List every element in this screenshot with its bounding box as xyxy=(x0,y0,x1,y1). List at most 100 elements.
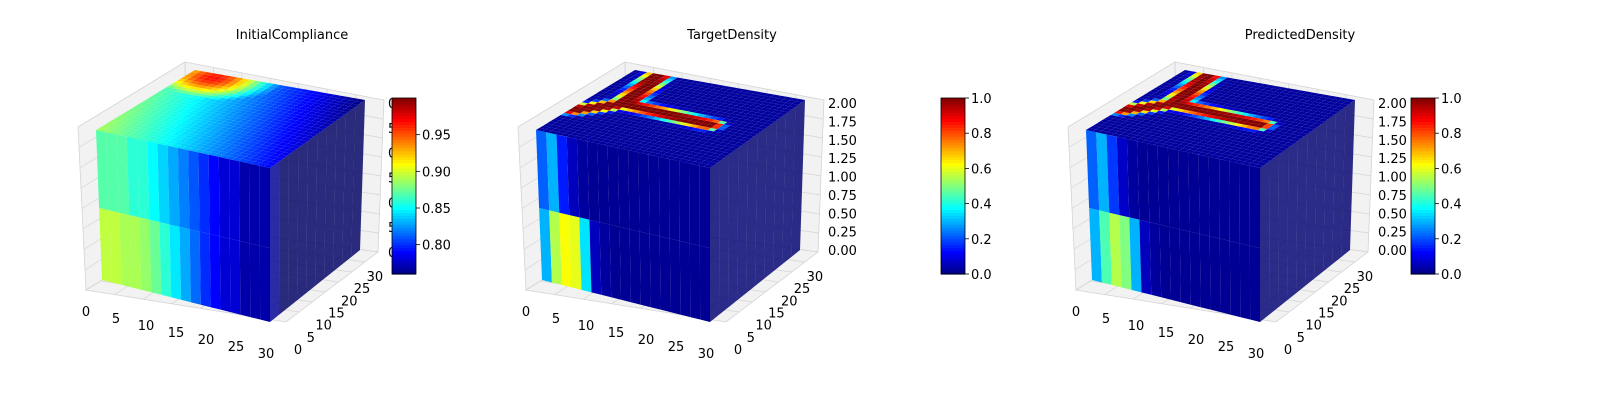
voxel-top xyxy=(229,132,239,136)
voxel-top xyxy=(1142,113,1153,117)
voxel-top xyxy=(287,119,297,124)
voxel-top xyxy=(1147,126,1157,130)
voxel-front-lower xyxy=(1129,217,1142,293)
voxel-top xyxy=(680,98,690,103)
voxel-top xyxy=(780,99,790,103)
voxel-top xyxy=(687,88,698,92)
voxel-top xyxy=(207,152,218,156)
voxel-top xyxy=(1244,89,1254,93)
voxel-top xyxy=(1251,126,1262,131)
voxel-top xyxy=(195,101,206,106)
colorbar-tick-label: 0.8 xyxy=(971,127,992,142)
x-tick-label: 25 xyxy=(1218,340,1235,355)
voxel-top xyxy=(163,101,174,105)
voxel-top xyxy=(1159,108,1169,112)
voxel-top xyxy=(611,117,621,121)
voxel-top xyxy=(613,120,624,125)
voxel-top xyxy=(1207,103,1217,107)
voxel-top xyxy=(179,122,190,126)
voxel-top xyxy=(212,137,223,142)
colorbar-segment xyxy=(941,200,965,205)
voxel-front-upper xyxy=(1219,159,1230,241)
voxel-top xyxy=(215,74,226,78)
voxel-top xyxy=(238,110,248,114)
voxel-top xyxy=(258,156,268,161)
voxel-top xyxy=(227,144,238,148)
voxel-top xyxy=(642,144,652,149)
voxel-top xyxy=(183,140,194,145)
voxel-top xyxy=(665,93,675,97)
voxel-top xyxy=(718,94,728,98)
voxel-top xyxy=(693,116,703,120)
voxel-top xyxy=(724,143,735,148)
colorbar-segment xyxy=(392,206,416,211)
voxel-top xyxy=(1189,94,1200,98)
voxel-top xyxy=(627,72,638,76)
voxel-top xyxy=(1251,160,1261,165)
voxel-top xyxy=(235,106,246,111)
voxel-top xyxy=(548,130,559,135)
voxel-front-lower xyxy=(159,222,172,298)
colorbar-segment xyxy=(1411,180,1435,184)
voxel-top xyxy=(182,105,192,109)
voxel-top xyxy=(580,111,590,115)
voxel-top xyxy=(273,107,283,112)
voxel-top xyxy=(1124,109,1134,114)
voxel-top xyxy=(219,112,229,116)
voxel-top xyxy=(587,127,597,131)
voxel-top xyxy=(164,142,174,147)
voxel-front-lower xyxy=(1099,210,1112,285)
voxel-top xyxy=(1309,92,1319,96)
voxel-top xyxy=(694,131,705,135)
voxel-side xyxy=(1296,134,1308,294)
voxel-top xyxy=(247,142,257,146)
voxel-top xyxy=(1173,119,1183,124)
voxel-top xyxy=(1295,123,1306,127)
voxel-top xyxy=(619,127,629,132)
voxel-top xyxy=(1267,99,1278,104)
voxel-top xyxy=(236,80,247,85)
voxel-top xyxy=(244,90,254,95)
colorbar-tick-label: 0.85 xyxy=(422,202,451,217)
voxel-top xyxy=(297,118,307,122)
voxel-top xyxy=(645,142,656,147)
voxel-top xyxy=(256,119,266,124)
voxel-top xyxy=(737,91,747,95)
voxel-top xyxy=(1214,78,1224,82)
voxel-top xyxy=(161,98,171,102)
voxel-top xyxy=(269,89,280,93)
voxel-top xyxy=(158,141,168,145)
voxel-top xyxy=(268,149,278,154)
x-tick-label: 30 xyxy=(698,347,715,362)
voxel-top xyxy=(1261,147,1272,151)
voxel-top xyxy=(225,113,235,117)
voxel-top xyxy=(1263,87,1273,91)
voxel-top xyxy=(562,121,573,126)
voxel-top xyxy=(755,94,766,99)
voxel-top xyxy=(625,102,636,107)
voxel-top xyxy=(1160,102,1170,107)
voxel-top xyxy=(737,140,748,144)
voxel-top xyxy=(1200,87,1210,91)
voxel-top xyxy=(1308,98,1318,102)
voxel-side xyxy=(315,127,327,286)
voxel-top xyxy=(717,126,727,131)
colorbar-segment xyxy=(1411,230,1435,234)
voxel-top xyxy=(99,125,110,130)
voxel-top xyxy=(666,107,676,112)
voxel-top xyxy=(1156,85,1167,89)
voxel-top xyxy=(618,112,628,117)
voxel-top xyxy=(112,128,122,132)
voxel-top xyxy=(744,135,755,139)
voxel-top xyxy=(1213,131,1223,135)
colorbar-segment xyxy=(1411,197,1435,202)
voxel-top xyxy=(1304,100,1315,105)
voxel-top xyxy=(160,103,171,107)
colorbar-segment xyxy=(1411,224,1435,228)
voxel-top xyxy=(1263,135,1273,139)
voxel-top xyxy=(233,103,243,107)
voxel-top xyxy=(1133,135,1143,139)
voxel-top xyxy=(1315,93,1325,97)
colorbar-segment xyxy=(941,150,965,155)
voxel-side xyxy=(764,120,777,279)
